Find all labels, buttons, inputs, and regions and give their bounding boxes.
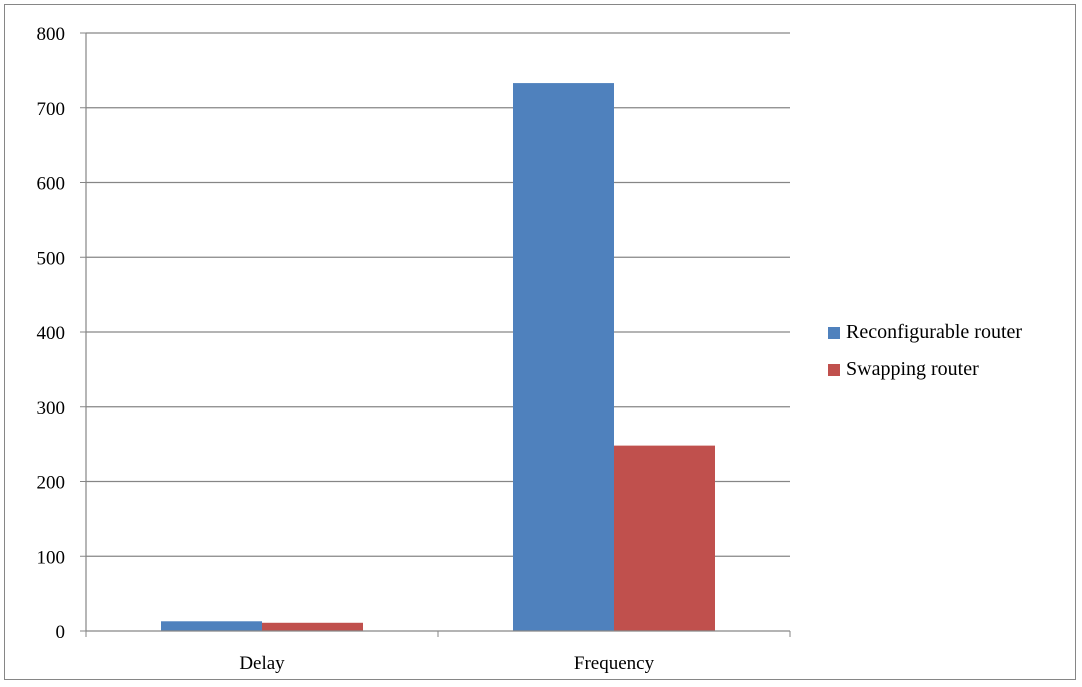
legend-swatch bbox=[828, 326, 840, 339]
x-tick-labels: Delay Frequency bbox=[239, 653, 654, 674]
y-tick-label: 500 bbox=[37, 248, 66, 269]
y-tick-label: 0 bbox=[56, 622, 66, 643]
legend-label: Reconfigurable router bbox=[846, 321, 1023, 343]
legend-item-swapping: Swapping router bbox=[828, 351, 1022, 388]
bar-frequency-swapping bbox=[614, 445, 715, 631]
bars bbox=[161, 83, 715, 631]
bar-delay-reconfigurable bbox=[161, 621, 262, 631]
bar-delay-swapping bbox=[262, 622, 363, 631]
bar-frequency-reconfigurable bbox=[513, 83, 614, 631]
y-tick-label: 100 bbox=[37, 547, 66, 568]
legend-swatch bbox=[828, 363, 840, 376]
x-tick-label: Delay bbox=[239, 653, 285, 674]
y-tick-label: 700 bbox=[37, 99, 66, 120]
axes bbox=[80, 32, 791, 637]
y-tick-label: 200 bbox=[37, 473, 66, 494]
y-tick-label: 800 bbox=[37, 24, 66, 45]
legend: Reconfigurable router Swapping router bbox=[828, 314, 1022, 388]
x-tick-label: Frequency bbox=[574, 653, 655, 674]
legend-item-reconfigurable: Reconfigurable router bbox=[828, 314, 1022, 351]
y-tick-label: 600 bbox=[37, 174, 66, 195]
y-tick-label: 400 bbox=[37, 323, 66, 344]
y-tick-labels: 0 100 200 300 400 500 600 700 800 bbox=[37, 24, 66, 643]
y-tick-label: 300 bbox=[37, 398, 66, 419]
legend-label: Swapping router bbox=[846, 358, 979, 380]
